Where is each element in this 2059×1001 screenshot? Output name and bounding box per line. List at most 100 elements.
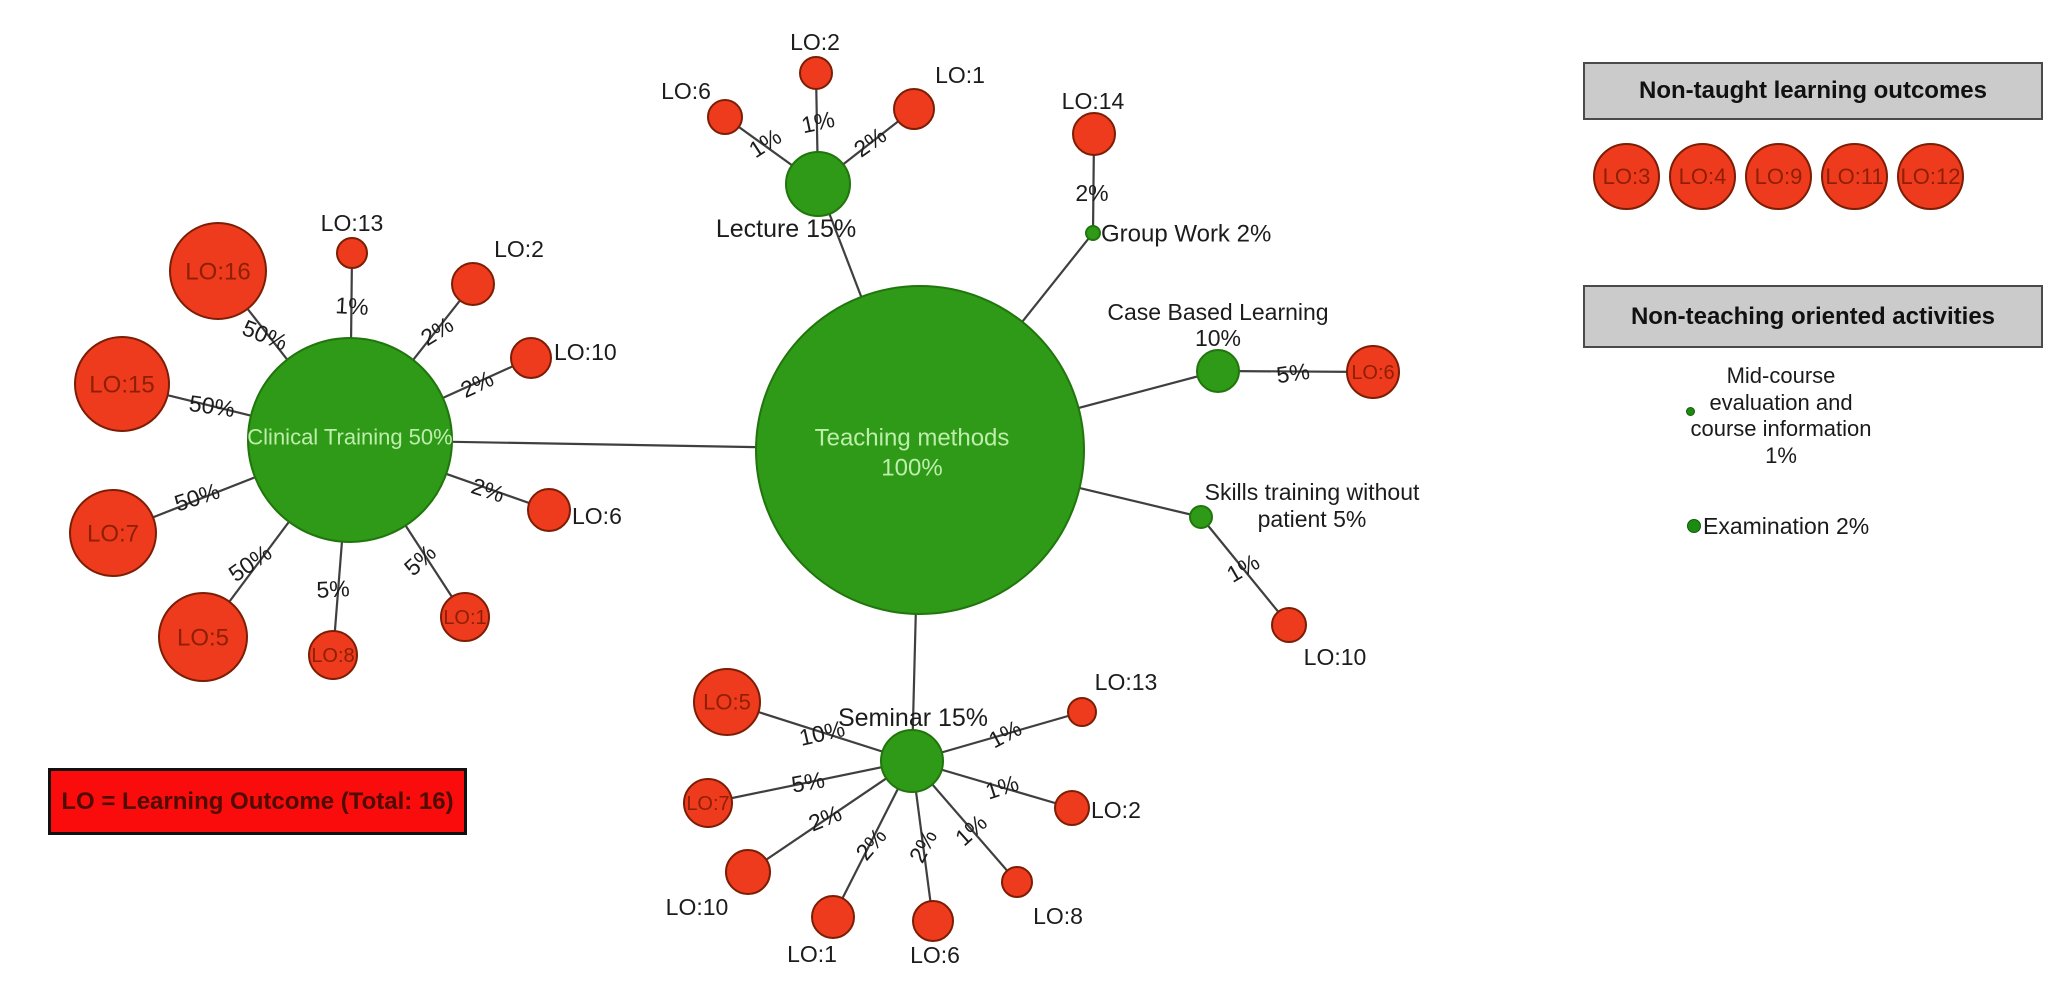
legend-circle-lo4: LO:4 bbox=[1669, 143, 1736, 210]
node-ct_lo1 bbox=[440, 592, 490, 642]
label-skills-0: Skills training without bbox=[1205, 479, 1420, 505]
node-gw_lo14 bbox=[1072, 112, 1116, 156]
legend-circle-lo9: LO:9 bbox=[1745, 143, 1812, 210]
node-sem_lo13 bbox=[1067, 697, 1097, 727]
node-sem_lo8 bbox=[1001, 866, 1033, 898]
pct-clinical-ct_lo1: 5% bbox=[399, 539, 441, 581]
node-sem_lo6 bbox=[912, 900, 954, 942]
label-teaching-0: Teaching methods bbox=[815, 424, 1010, 451]
node-skills bbox=[1189, 505, 1213, 529]
label-lec_lo2-0: LO:2 bbox=[790, 29, 840, 55]
label-ct_lo8-0: LO:8 bbox=[311, 645, 354, 667]
label-group_work-0: Group Work 2% bbox=[1101, 220, 1271, 247]
pct-seminar-sem_lo7: 5% bbox=[789, 766, 826, 797]
node-sem_lo2 bbox=[1054, 790, 1090, 826]
pct-clinical-ct_lo16: 50% bbox=[239, 314, 291, 355]
node-lec_lo2 bbox=[799, 56, 833, 90]
label-ct_lo7-0: LO:7 bbox=[87, 520, 139, 547]
node-ct_lo13 bbox=[336, 237, 368, 269]
node-group_work bbox=[1085, 225, 1101, 241]
label-gw_lo14-0: LO:14 bbox=[1062, 88, 1125, 114]
node-sem_lo5 bbox=[693, 668, 761, 736]
node-lec_lo6 bbox=[707, 99, 743, 135]
pct-skills-st_lo10: 1% bbox=[1222, 548, 1264, 587]
mid-course-dot-icon bbox=[1686, 407, 1695, 416]
label-ct_lo5-0: LO:5 bbox=[177, 624, 229, 651]
non-teaching-legend-header: Non-teaching oriented activities bbox=[1583, 285, 2043, 348]
lo-definition-note: LO = Learning Outcome (Total: 16) bbox=[48, 768, 467, 835]
node-sem_lo1 bbox=[811, 895, 855, 939]
label-lec_lo1-0: LO:1 bbox=[935, 62, 985, 88]
pct-seminar-sem_lo10: 2% bbox=[805, 800, 846, 837]
pct-clinical-ct_lo10: 2% bbox=[456, 365, 497, 403]
node-ct_lo8 bbox=[308, 630, 358, 680]
label-ct_lo16-0: LO:16 bbox=[185, 258, 250, 285]
label-sem_lo8-0: LO:8 bbox=[1033, 903, 1083, 929]
node-clinical bbox=[247, 337, 453, 543]
pct-clinical-ct_lo8: 5% bbox=[316, 575, 351, 603]
label-skills-1: patient 5% bbox=[1258, 506, 1367, 532]
label-sem_lo2-0: LO:2 bbox=[1091, 797, 1141, 823]
node-ct_lo7 bbox=[69, 489, 157, 577]
pct-clinical-ct_lo2: 2% bbox=[416, 311, 458, 351]
mid-course-line-3: 1% bbox=[1765, 442, 1797, 468]
pct-clinical-ct_lo7: 50% bbox=[171, 478, 223, 517]
non-taught-legend-header: Non-taught learning outcomes bbox=[1583, 62, 2043, 120]
label-ct_lo10-0: LO:10 bbox=[554, 339, 617, 365]
node-cb_lo6 bbox=[1346, 345, 1400, 399]
label-ct_lo1-0: LO:1 bbox=[443, 607, 486, 629]
label-sem_lo1-0: LO:1 bbox=[787, 941, 837, 967]
edge-seminar-sem_lo7 bbox=[707, 759, 913, 805]
label-lecture-0: Lecture 15% bbox=[716, 215, 856, 243]
node-ct_lo10 bbox=[510, 337, 552, 379]
node-sem_lo10 bbox=[725, 849, 771, 895]
node-teaching bbox=[755, 285, 1085, 615]
node-st_lo10 bbox=[1271, 607, 1307, 643]
label-case_based-0: Case Based Learning bbox=[1107, 299, 1328, 325]
label-seminar-0: Seminar 15% bbox=[838, 704, 988, 732]
pct-seminar-sem_lo6: 2% bbox=[904, 825, 943, 867]
examination-dot-icon bbox=[1687, 519, 1701, 533]
label-ct_lo6-0: LO:6 bbox=[572, 503, 622, 529]
pct-clinical-ct_lo13: 1% bbox=[335, 292, 370, 320]
mid-course-line-1: evaluation and bbox=[1709, 389, 1853, 415]
node-ct_lo15 bbox=[74, 336, 170, 432]
label-sem_lo10-0: LO:10 bbox=[666, 894, 729, 920]
node-seminar bbox=[880, 729, 944, 793]
mid-course-line-2: course information bbox=[1690, 416, 1872, 441]
label-ct_lo13-0: LO:13 bbox=[321, 210, 384, 236]
node-lecture bbox=[785, 151, 851, 217]
label-sem_lo7-0: LO:7 bbox=[686, 793, 729, 815]
node-ct_lo2 bbox=[451, 262, 495, 306]
pct-case_based-cb_lo6: 5% bbox=[1275, 358, 1312, 388]
examination-label: Examination 2% bbox=[1703, 513, 1870, 539]
edge-seminar-sem_lo10 bbox=[747, 760, 913, 873]
node-ct_lo6 bbox=[527, 488, 571, 532]
pct-clinical-ct_lo5: 50% bbox=[224, 539, 277, 587]
label-teaching-1: 100% bbox=[881, 454, 942, 481]
node-lec_lo1 bbox=[893, 88, 935, 130]
node-ct_lo16 bbox=[169, 222, 267, 320]
label-sem_lo6-0: LO:6 bbox=[910, 942, 960, 968]
legend-circle-lo12: LO:12 bbox=[1897, 143, 1964, 210]
node-ct_lo5 bbox=[158, 592, 248, 682]
label-sem_lo5-0: LO:5 bbox=[703, 690, 751, 715]
legend-circle-lo3: LO:3 bbox=[1593, 143, 1660, 210]
label-sem_lo13-0: LO:13 bbox=[1095, 669, 1158, 695]
pct-clinical-ct_lo6: 2% bbox=[468, 473, 508, 508]
edge-skills-st_lo10 bbox=[1200, 516, 1290, 626]
mid-course-label: Mid-course evaluation and course informati… bbox=[1690, 363, 1872, 469]
pct-seminar-sem_lo1: 2% bbox=[850, 823, 891, 865]
non-taught-lo-row: LO:3 LO:4 LO:9 LO:11 LO:12 bbox=[1593, 143, 1964, 210]
node-sem_lo7 bbox=[683, 778, 733, 828]
label-lec_lo6-0: LO:6 bbox=[661, 78, 711, 104]
label-case_based-1: 10% bbox=[1195, 325, 1241, 351]
pct-seminar-sem_lo13: 1% bbox=[984, 715, 1026, 754]
label-clinical-0: Clinical Training 50% bbox=[247, 425, 452, 450]
label-ct_lo2-0: LO:2 bbox=[494, 236, 544, 262]
pct-group_work-gw_lo14: 2% bbox=[1075, 180, 1108, 206]
pct-clinical-ct_lo15: 50% bbox=[187, 390, 236, 422]
label-st_lo10-0: LO:10 bbox=[1304, 644, 1367, 670]
